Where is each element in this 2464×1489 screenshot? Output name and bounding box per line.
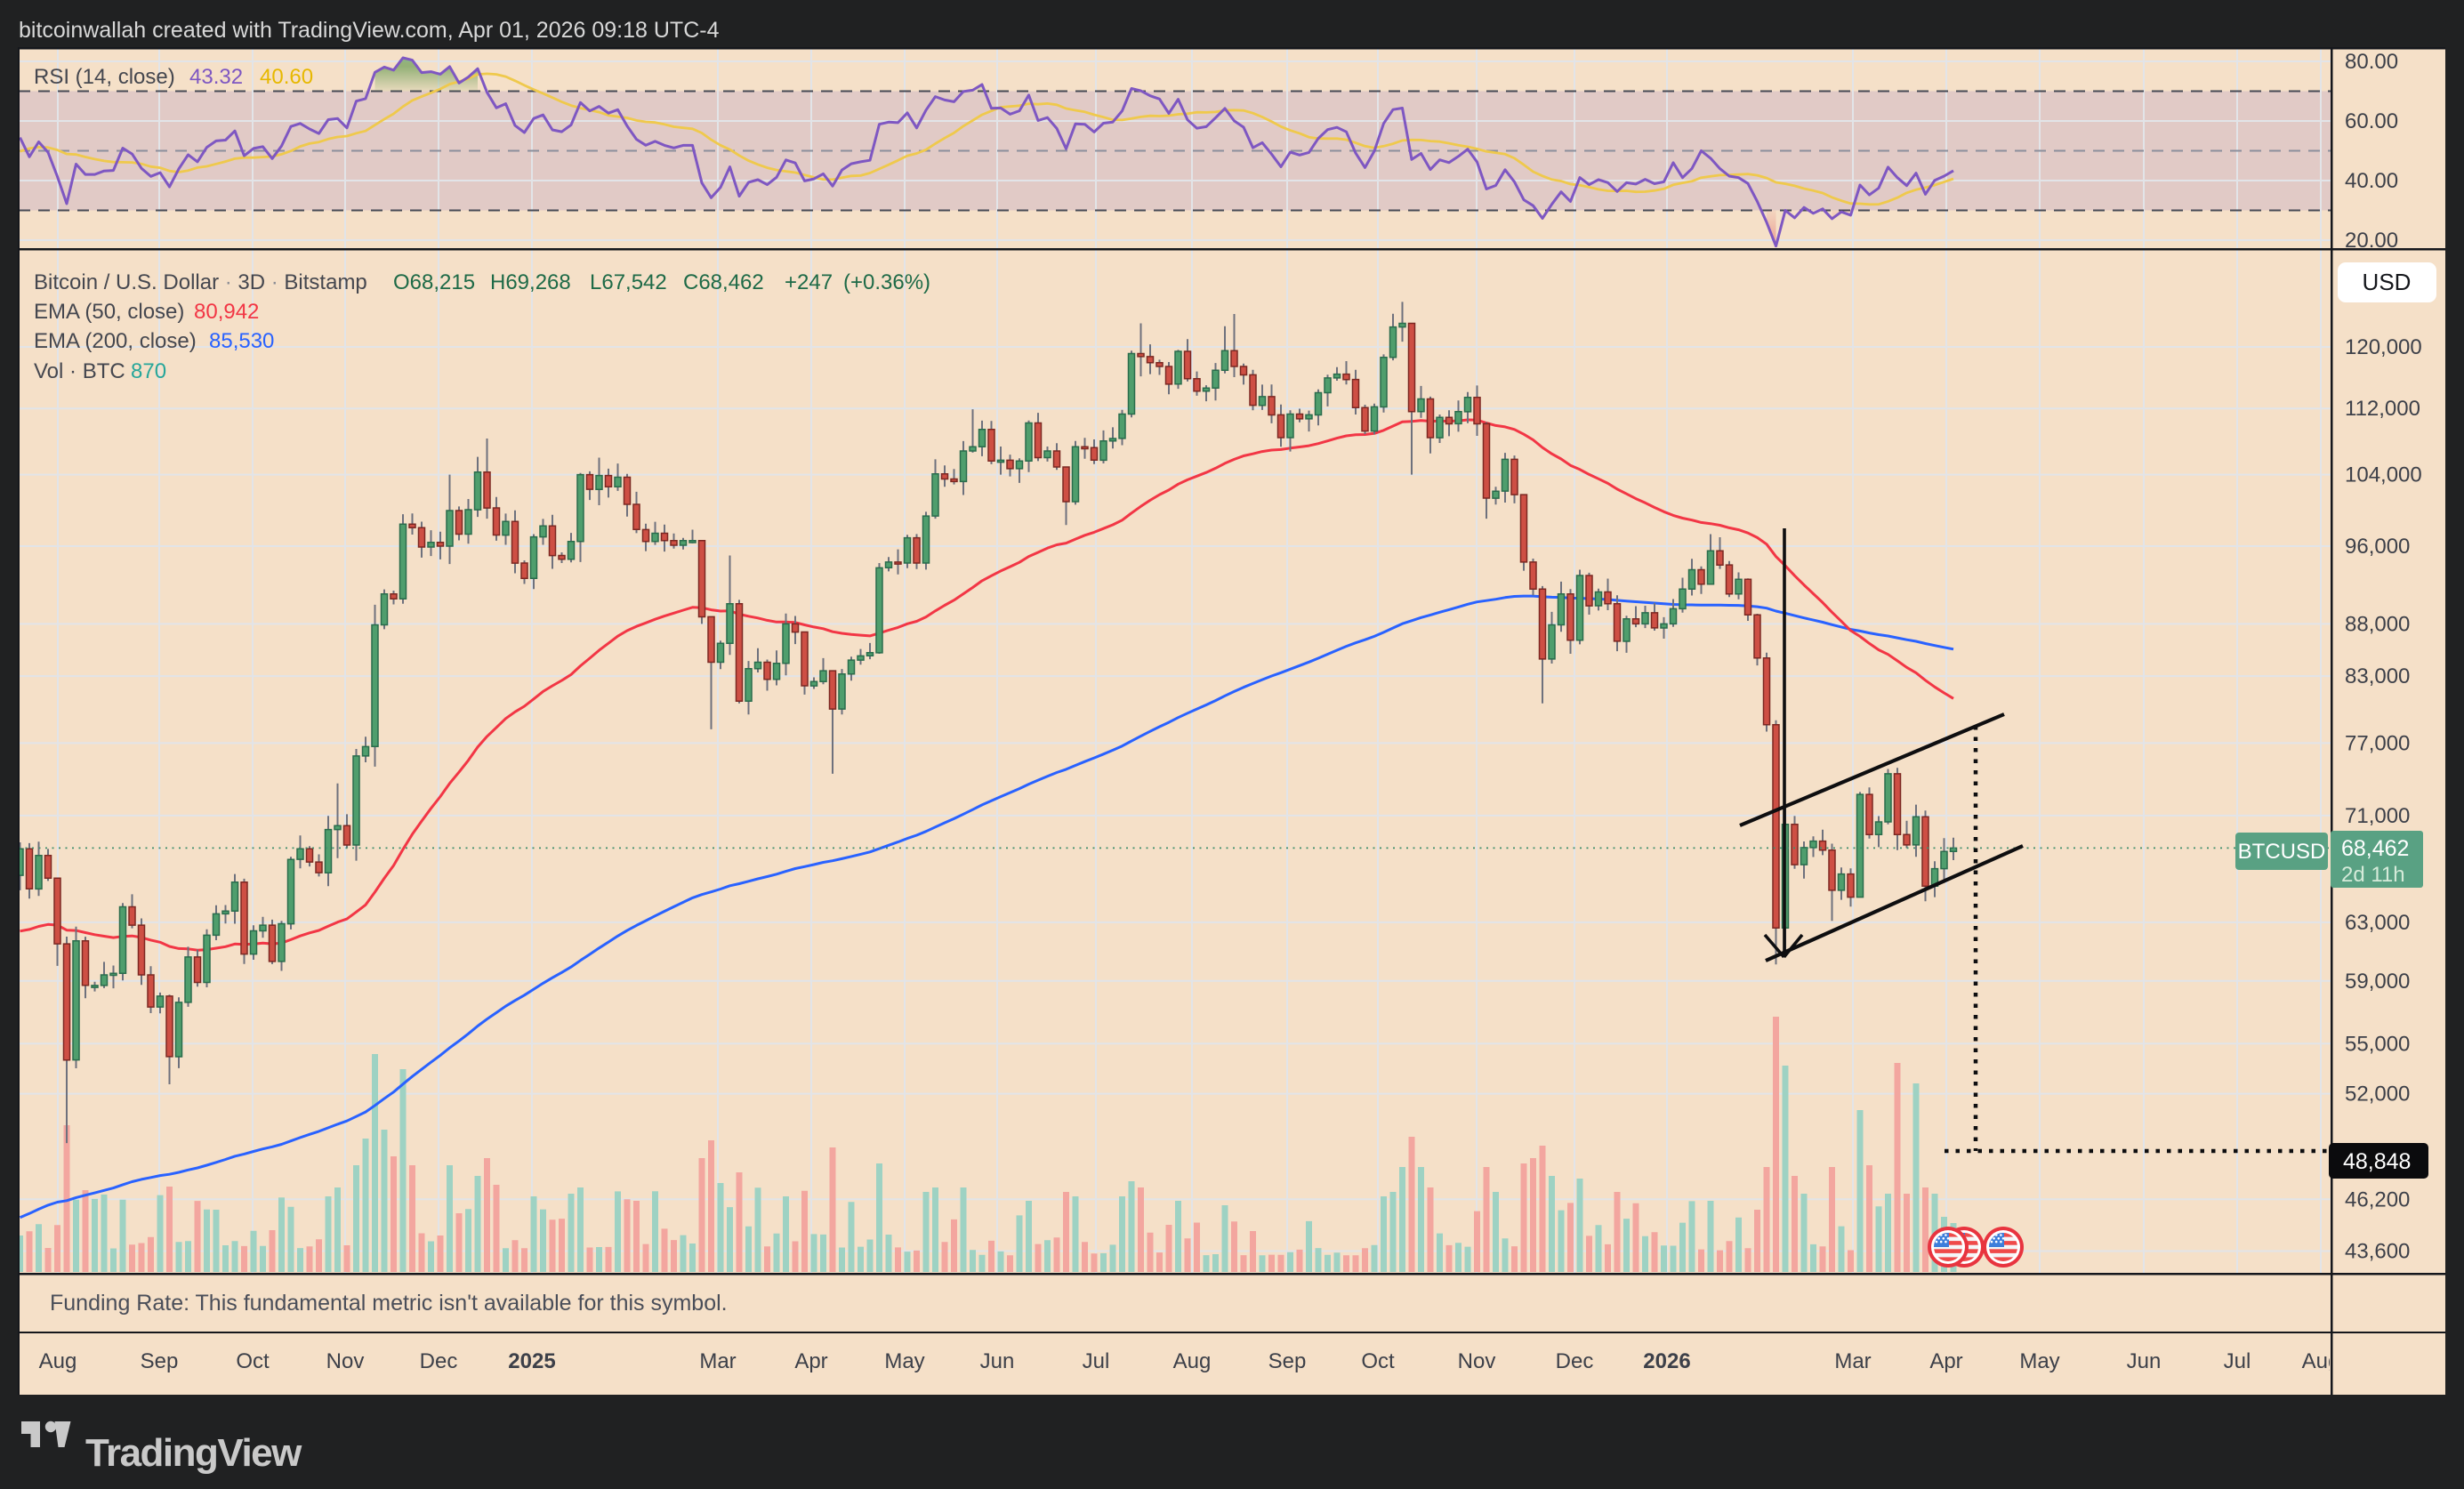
svg-text:Nov: Nov <box>1458 1349 1496 1373</box>
svg-text:52,000: 52,000 <box>2345 1083 2410 1107</box>
svg-text:Sep: Sep <box>141 1349 179 1373</box>
svg-text:Sep: Sep <box>1268 1349 1307 1373</box>
svg-text:870: 870 <box>131 359 166 383</box>
svg-text:120,000: 120,000 <box>2345 335 2422 359</box>
svg-text:88,000: 88,000 <box>2345 612 2410 636</box>
svg-text:2026: 2026 <box>1643 1349 1690 1373</box>
svg-text:80.00: 80.00 <box>2345 50 2398 74</box>
svg-text:104,000: 104,000 <box>2345 463 2422 487</box>
svg-text:May: May <box>884 1349 924 1373</box>
svg-text:Oct: Oct <box>1361 1349 1395 1373</box>
svg-text:Jul: Jul <box>1083 1349 1110 1373</box>
svg-text:68,462: 68,462 <box>2341 836 2409 861</box>
svg-text:20.00: 20.00 <box>2345 229 2398 253</box>
svg-text:112,000: 112,000 <box>2345 397 2420 421</box>
svg-text:43.32: 43.32 <box>189 65 243 89</box>
svg-text:Mar: Mar <box>1834 1349 1871 1373</box>
svg-text:Jun: Jun <box>2127 1349 2162 1373</box>
svg-text:bitcoinwallah created with Tra: bitcoinwallah created with TradingView.c… <box>19 18 720 43</box>
svg-text:Jun: Jun <box>980 1349 1015 1373</box>
svg-text:48,848: 48,848 <box>2343 1149 2411 1174</box>
svg-text:85,530: 85,530 <box>209 329 274 353</box>
svg-text:80,942: 80,942 <box>194 300 259 324</box>
svg-text:77,000: 77,000 <box>2345 731 2410 755</box>
svg-text:40.60: 40.60 <box>260 65 313 89</box>
svg-text:TradingView: TradingView <box>85 1431 302 1475</box>
svg-text:46,200: 46,200 <box>2345 1187 2410 1211</box>
svg-text:Dec: Dec <box>1556 1349 1594 1373</box>
svg-text:60.00: 60.00 <box>2345 109 2398 133</box>
svg-text:96,000: 96,000 <box>2345 535 2410 559</box>
svg-text:63,000: 63,000 <box>2345 911 2410 935</box>
svg-text:Aug: Aug <box>1173 1349 1212 1373</box>
svg-text:71,000: 71,000 <box>2345 804 2410 828</box>
svg-text:Jul: Jul <box>2224 1349 2251 1373</box>
svg-text:Aug: Aug <box>2302 1349 2340 1373</box>
svg-text:2d 11h: 2d 11h <box>2341 863 2405 887</box>
svg-text:EMA (200, close): EMA (200, close) <box>34 329 197 353</box>
svg-text:40.00: 40.00 <box>2345 169 2398 193</box>
svg-text:Funding Rate: This fundamental: Funding Rate: This fundamental metric is… <box>50 1291 728 1316</box>
svg-text:Vol · BTC: Vol · BTC <box>34 359 125 383</box>
svg-text:BTCUSD: BTCUSD <box>2238 840 2326 864</box>
svg-text:83,000: 83,000 <box>2345 664 2410 688</box>
svg-text:Apr: Apr <box>1929 1349 1962 1373</box>
svg-text:Dec: Dec <box>420 1349 458 1373</box>
svg-text:59,000: 59,000 <box>2345 970 2410 994</box>
svg-text:EMA (50, close): EMA (50, close) <box>34 300 184 324</box>
svg-text:2025: 2025 <box>508 1349 555 1373</box>
svg-text:USD: USD <box>2363 269 2412 295</box>
svg-text:RSI (14, close): RSI (14, close) <box>34 65 175 89</box>
svg-text:May: May <box>2019 1349 2059 1373</box>
svg-text:43,600: 43,600 <box>2345 1240 2410 1264</box>
svg-text:Nov: Nov <box>326 1349 365 1373</box>
svg-text:Aug: Aug <box>39 1349 77 1373</box>
svg-text:Mar: Mar <box>699 1349 736 1373</box>
svg-text:Oct: Oct <box>236 1349 270 1373</box>
svg-text:Apr: Apr <box>794 1349 827 1373</box>
svg-text:55,000: 55,000 <box>2345 1032 2410 1056</box>
